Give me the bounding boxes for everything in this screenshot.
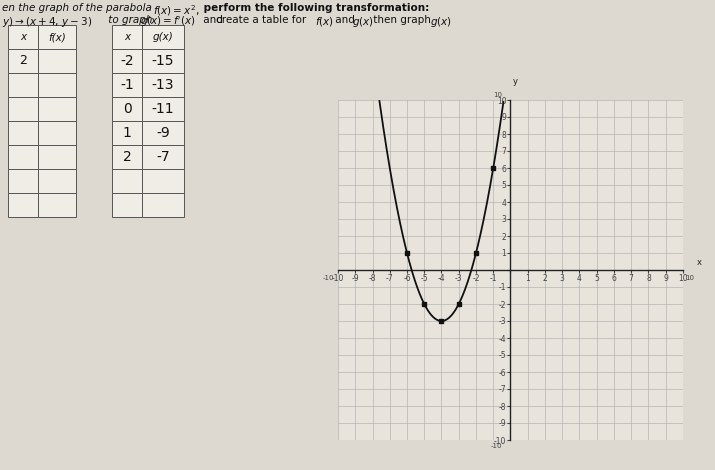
Bar: [112, 97, 142, 121]
Text: g(x): g(x): [152, 32, 173, 42]
Bar: [8, 145, 38, 169]
Bar: [8, 49, 38, 73]
Bar: [38, 49, 76, 73]
Bar: [112, 169, 142, 193]
Bar: [112, 73, 142, 97]
Bar: [8, 97, 38, 121]
Text: 0: 0: [123, 102, 132, 116]
Bar: [142, 145, 184, 169]
Text: -2: -2: [120, 54, 134, 68]
Bar: [8, 193, 38, 217]
Text: 2: 2: [123, 150, 132, 164]
Bar: [142, 73, 184, 97]
Bar: [38, 97, 76, 121]
Bar: [112, 193, 142, 217]
Text: $g(x)$: $g(x)$: [352, 15, 374, 29]
Bar: [142, 169, 184, 193]
Bar: [142, 49, 184, 73]
Text: -11: -11: [152, 102, 174, 116]
Text: and: and: [332, 15, 358, 25]
Text: perform the following transformation:: perform the following transformation:: [200, 3, 429, 13]
Bar: [112, 121, 142, 145]
Bar: [112, 49, 142, 73]
Bar: [112, 145, 142, 169]
Bar: [38, 193, 76, 217]
Text: $g(x)$: $g(x)$: [430, 15, 452, 29]
Text: -1: -1: [120, 78, 134, 92]
Bar: [38, 25, 76, 49]
Text: $f(x)$: $f(x)$: [315, 15, 334, 28]
Text: f(x): f(x): [48, 32, 66, 42]
Bar: [8, 169, 38, 193]
Text: 2: 2: [19, 55, 27, 68]
Bar: [112, 25, 142, 49]
Text: y: y: [513, 78, 518, 86]
Text: x: x: [697, 258, 702, 267]
Text: 1: 1: [122, 126, 132, 140]
Bar: [38, 169, 76, 193]
Text: and: and: [200, 15, 226, 25]
Text: $y) \rightarrow (x + 4,\, y - 3)$: $y) \rightarrow (x + 4,\, y - 3)$: [2, 15, 92, 29]
Bar: [142, 193, 184, 217]
Text: 10: 10: [493, 92, 502, 98]
Text: -9: -9: [156, 126, 170, 140]
Text: en the graph of the parabola: en the graph of the parabola: [2, 3, 155, 13]
Text: x: x: [20, 32, 26, 42]
Text: -7: -7: [156, 150, 170, 164]
Bar: [38, 121, 76, 145]
Text: then graph: then graph: [370, 15, 434, 25]
Bar: [38, 145, 76, 169]
Text: -13: -13: [152, 78, 174, 92]
Text: $g(x) = f'(x)$: $g(x) = f'(x)$: [140, 15, 196, 30]
Text: x: x: [124, 32, 130, 42]
Bar: [38, 73, 76, 97]
Text: 10: 10: [685, 275, 694, 281]
Bar: [8, 25, 38, 49]
Text: -15: -15: [152, 54, 174, 68]
Bar: [8, 121, 38, 145]
Text: to graph: to graph: [105, 15, 156, 25]
Bar: [142, 25, 184, 49]
Text: $f(x) = x^2$,: $f(x) = x^2$,: [153, 3, 199, 18]
Bar: [142, 97, 184, 121]
Text: create a table for: create a table for: [216, 15, 310, 25]
Text: -10: -10: [323, 275, 335, 281]
Bar: [142, 121, 184, 145]
Bar: [8, 73, 38, 97]
Text: -10: -10: [490, 443, 502, 449]
